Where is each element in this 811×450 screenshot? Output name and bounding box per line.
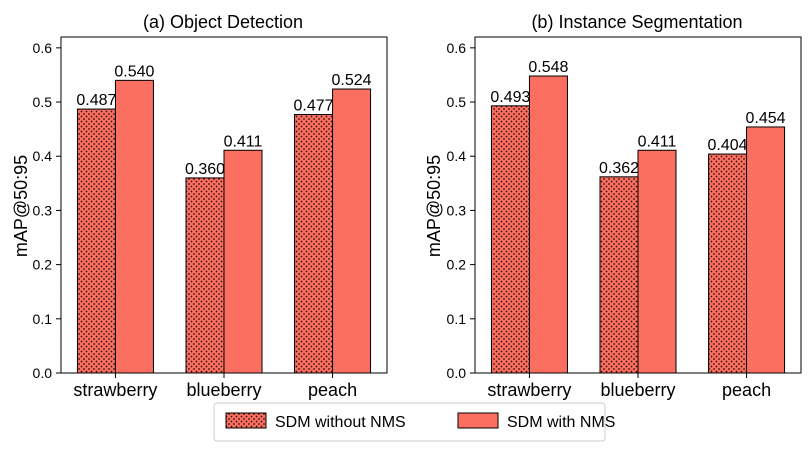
data-label: 0.524 [332, 72, 372, 89]
plot-frame [474, 36, 802, 374]
legend-swatch-dotted [225, 412, 267, 429]
x-tick-label: blueberry [600, 380, 675, 400]
bar-blueberry-without-nms [185, 177, 225, 374]
data-label: 0.404 [708, 137, 748, 154]
y-tick-label: 0.5 [33, 94, 53, 110]
data-label: 0.548 [528, 59, 568, 76]
bar-peach-with-nms [746, 126, 786, 374]
legend-label-without-nms: SDM without NMS [275, 414, 406, 431]
data-label: 0.477 [294, 97, 334, 114]
data-label: 0.540 [114, 63, 154, 80]
x-tick-label: strawberry [73, 380, 157, 400]
chart-panel-object-detection: (a) Object Detection mAP@50:95 0.487 0.54… [11, 12, 388, 400]
plot-frame [60, 36, 388, 374]
bar-blueberry-with-nms [637, 149, 677, 374]
bar-strawberry-without-nms [76, 108, 116, 374]
bar-peach-with-nms [332, 88, 372, 374]
x-tick-label: peach [308, 380, 357, 400]
legend-label-with-nms: SDM with NMS [507, 414, 615, 431]
chart-panel-instance-segmentation: (b) Instance Segmentation mAP@50:95 0.49… [424, 12, 802, 400]
y-tick-label: 0.2 [33, 257, 53, 273]
bar-blueberry-without-nms [599, 176, 639, 374]
data-label: 0.411 [224, 133, 263, 150]
y-tick-label: 0.6 [447, 40, 467, 56]
data-label: 0.487 [76, 92, 116, 109]
legend: SDM without NMS SDM with NMS [213, 402, 615, 442]
data-label: 0.493 [490, 89, 530, 106]
data-label: 0.454 [746, 110, 786, 127]
y-tick-label: 0.1 [33, 311, 53, 327]
legend-swatch-solid [457, 412, 499, 429]
y-tick-label: 0.6 [33, 40, 53, 56]
y-tick-label: 0.4 [33, 148, 53, 164]
y-tick-label: 0.4 [447, 148, 467, 164]
bar-peach-without-nms [294, 113, 334, 374]
y-tick-label: 0.2 [447, 257, 467, 273]
y-tick-label: 0.3 [33, 202, 53, 218]
y-tick-label: 0.1 [447, 311, 467, 327]
data-label: 0.411 [638, 133, 677, 150]
legend-frame [213, 402, 606, 442]
y-axis-label: mAP@50:95 [11, 155, 31, 257]
y-tick-label: 0.5 [447, 94, 467, 110]
bar-blueberry-with-nms [223, 149, 263, 374]
y-axis-label: mAP@50:95 [424, 155, 444, 257]
data-label: 0.360 [185, 161, 225, 178]
bar-peach-without-nms [708, 153, 748, 374]
bar-strawberry-without-nms [490, 105, 530, 374]
x-tick-label: strawberry [487, 380, 571, 400]
chart-title: (b) Instance Segmentation [531, 12, 742, 32]
y-tick-label: 0.3 [447, 202, 467, 218]
data-label: 0.362 [599, 160, 639, 177]
x-tick-label: peach [722, 380, 771, 400]
bar-strawberry-with-nms [114, 79, 154, 374]
y-tick-label: 0.0 [447, 365, 467, 381]
chart-title: (a) Object Detection [143, 12, 303, 32]
bar-strawberry-with-nms [528, 75, 568, 374]
y-tick-label: 0.0 [33, 365, 53, 381]
x-tick-label: blueberry [186, 380, 261, 400]
